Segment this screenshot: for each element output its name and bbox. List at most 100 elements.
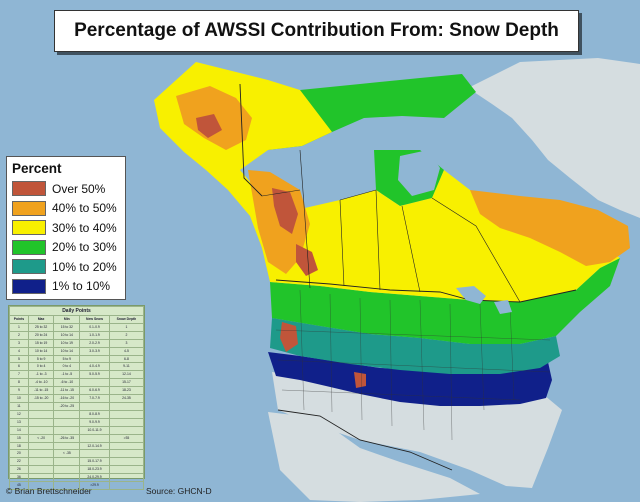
zone-1-to-10-percent	[268, 352, 552, 406]
table-cell	[108, 401, 145, 411]
table-row: 4 10 to 14 10 to 14 3.0-3.9 4-5	[9, 346, 145, 356]
table-row: 9 -11 to -15 -11 to -15 6.0-6.9 18-23	[9, 386, 145, 396]
table-header-cell: Snow Depth	[108, 315, 145, 324]
table-row: 7 -1 to -3 -1 to -5 5.0-5.9 12-14	[9, 370, 145, 380]
table-cell: -6 to -10	[53, 378, 81, 388]
table-cell	[27, 425, 55, 435]
table-body: 1 25 to 32 15 to 32 0.1-0.9 1 2 20 to 24 10 to …	[9, 322, 145, 490]
legend-swatch	[12, 200, 46, 216]
table-cell: 10.0-11.9	[79, 425, 110, 435]
table-row: 36 24.0-29.9	[9, 473, 145, 483]
table-cell	[53, 465, 81, 475]
table-cell: 36	[9, 473, 29, 483]
table-cell: < -35	[53, 449, 81, 459]
legend-item-30-to-40: 30% to 40%	[12, 218, 125, 238]
table-cell	[79, 354, 110, 364]
table-cell: 15.0-17.9	[79, 457, 110, 467]
table-header-cell: Max	[27, 315, 55, 324]
table-cell: 7.0-7.9	[79, 394, 110, 403]
legend-title: Percent	[12, 161, 62, 176]
legend-swatch	[12, 181, 46, 197]
legend-label: 40% to 50%	[52, 201, 117, 216]
zone-over-50-percent-3	[296, 244, 318, 276]
legend-label: 10% to 20%	[52, 259, 117, 274]
table-cell: 2	[9, 330, 29, 340]
table-row: 13 9.0-9.9	[9, 417, 145, 427]
table-cell: 3.0-3.9	[79, 346, 110, 356]
table-row: 20 < -35	[9, 449, 145, 459]
table-cell: -4 to -10	[27, 378, 55, 388]
legend-item-20-to-30: 20% to 30%	[12, 238, 125, 258]
data-source: Source: GHCN-D	[146, 486, 212, 496]
table-cell: 13	[9, 417, 29, 427]
mexico-landmass	[268, 412, 480, 502]
table-cell: 26	[9, 465, 29, 475]
table-cell	[53, 409, 81, 419]
legend-item-over-50: Over 50%	[12, 179, 125, 199]
table-cell: -15 to -20	[27, 394, 55, 403]
table-cell: -11 to -15	[53, 386, 81, 396]
province-borders	[261, 149, 521, 303]
legend-label: 1% to 10%	[52, 279, 111, 294]
table-header-cell: Points	[9, 315, 29, 324]
legend: Percent Over 50% 40% to 50% 30% to 40% 2…	[6, 156, 126, 300]
table-cell: 6.0-6.9	[79, 386, 110, 396]
zone-over-50-percent-2	[272, 188, 298, 234]
table-cell: 14	[9, 425, 29, 435]
legend-label: 30% to 40%	[52, 220, 117, 235]
table-cell: 9.0-9.9	[79, 417, 110, 427]
table-row: 12 8.0-8.9	[9, 409, 145, 419]
table-cell: 5 to 9	[27, 354, 55, 364]
table-cell: 0 to 4	[27, 362, 55, 372]
table-cell: 20 to 24	[27, 330, 55, 340]
table-cell	[53, 441, 81, 451]
table-row: 14 10.0-11.9	[9, 425, 145, 435]
table-cell: -26 to -35	[53, 433, 81, 443]
legend-label: Over 50%	[52, 181, 106, 196]
state-borders	[275, 289, 551, 441]
zone-20-to-30-percent	[270, 258, 620, 344]
zone-over-50-percent-1	[196, 114, 222, 138]
table-cell	[108, 441, 145, 451]
table-cell: 6-8	[108, 354, 145, 364]
legend-swatch	[12, 239, 46, 255]
daily-points-grid: Daily Points Points Max Min New Snow Snow De…	[9, 306, 145, 490]
table-cell: 15 to 19	[27, 338, 55, 348]
table-cell: 10	[9, 394, 29, 403]
table-cell: >35	[108, 433, 145, 443]
table-cell: 4-5	[108, 346, 145, 356]
table-cell	[79, 433, 110, 443]
table-cell	[27, 409, 55, 419]
zone-40-to-50-percent-east	[470, 190, 630, 266]
legend-swatch	[12, 259, 46, 275]
map-title: Percentage of AWSSI Contribution From: S…	[74, 20, 559, 41]
table-cell: 5 to 9	[53, 354, 81, 364]
legend-item-10-to-20: 10% to 20%	[12, 257, 125, 277]
table-row: 15 < -20 -26 to -35 >35	[9, 433, 145, 443]
table-cell: 0.1-0.9	[79, 322, 110, 332]
table-row: 1 25 to 32 15 to 32 0.1-0.9 1	[9, 322, 145, 332]
legend-label: 20% to 30%	[52, 240, 117, 255]
daily-points-caption: Daily Points	[9, 306, 144, 316]
table-cell	[53, 473, 81, 483]
table-row: 11 -20 to -25	[9, 401, 145, 411]
table-cell: -11 to -15	[27, 386, 55, 396]
table-row: 18 12.0-14.9	[9, 441, 145, 451]
table-cell	[53, 417, 81, 427]
table-cell	[79, 401, 110, 411]
table-header-cell: Min	[53, 315, 81, 324]
table-cell: 24.0-29.9	[79, 473, 110, 483]
table-cell: 9-11	[108, 362, 145, 372]
table-cell	[108, 425, 145, 435]
alaska-border	[239, 83, 263, 197]
zone-over-50-percent-4	[280, 322, 298, 352]
hudson-bay	[398, 150, 440, 196]
table-cell	[27, 417, 55, 427]
table-cell: 15 to 32	[53, 322, 81, 332]
table-cell	[108, 465, 145, 475]
table-cell	[27, 473, 55, 483]
table-row: 10 -15 to -20 -16 to -20 7.0-7.9 24-35	[9, 394, 145, 403]
table-cell: 5	[9, 354, 29, 364]
